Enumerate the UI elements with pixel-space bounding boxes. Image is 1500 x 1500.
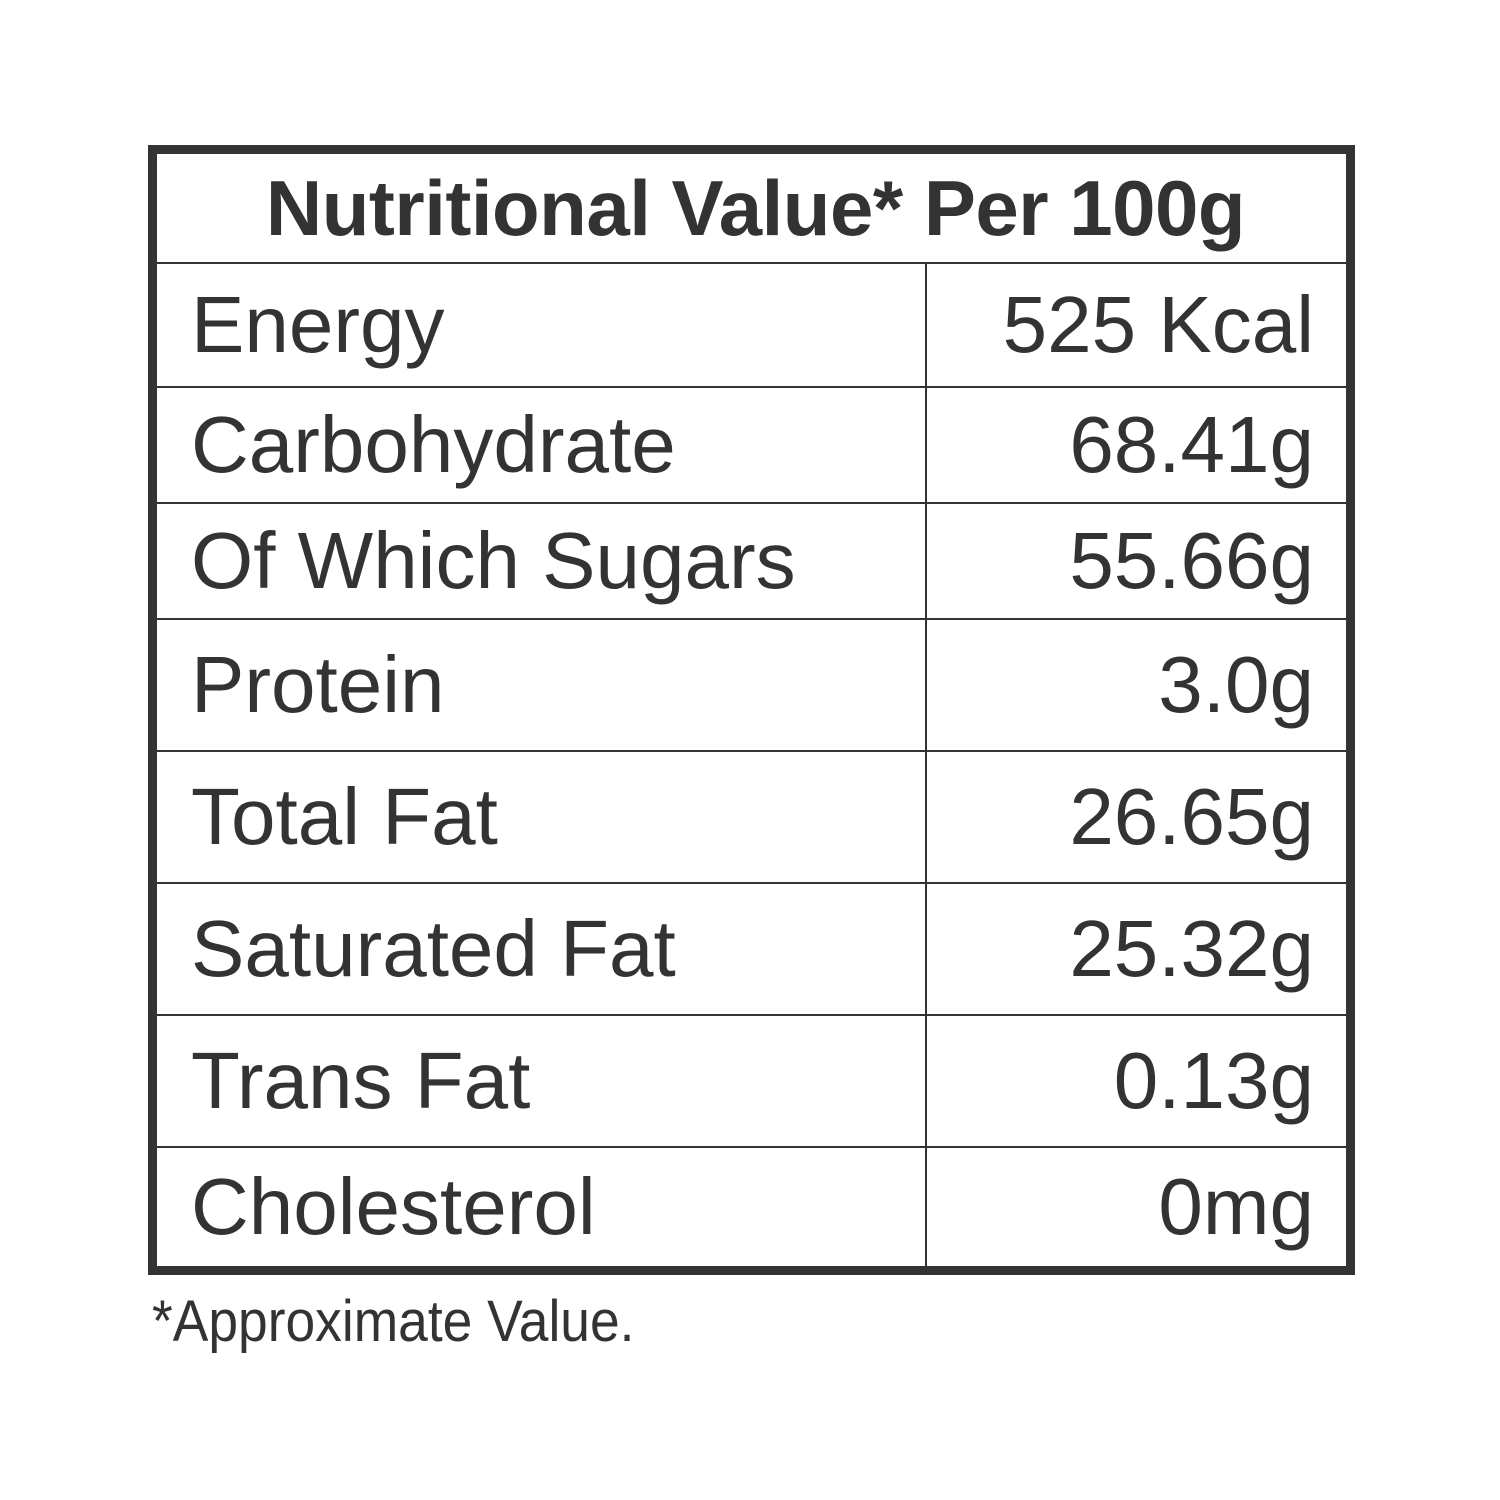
nutrient-name: Trans Fat (157, 1016, 927, 1146)
table-row-total-fat: Total Fat 26.65g (157, 752, 1346, 884)
nutrient-name: Total Fat (157, 752, 927, 882)
nutrient-value: 525 Kcal (1002, 280, 1314, 369)
nutrient-name: Saturated Fat (157, 884, 927, 1014)
table-body: Energy 525 Kcal Carbohydrate 68.41g Of W… (157, 264, 1346, 1266)
nutrition-table: Nutritional Value* Per 100g Energy 525 K… (148, 145, 1355, 1275)
nutrient-value: 26.65g (1069, 772, 1314, 861)
nutrient-name: Cholesterol (157, 1148, 927, 1266)
nutrient-value: 68.41g (1069, 400, 1314, 489)
nutrient-value: 3.0g (1158, 640, 1314, 729)
nutrient-name: Energy (157, 264, 927, 386)
nutrient-name: Protein (157, 620, 927, 750)
table-row-trans-fat: Trans Fat 0.13g (157, 1016, 1346, 1148)
nutrient-value: 0mg (1158, 1162, 1314, 1251)
table-row-energy: Energy 525 Kcal (157, 264, 1346, 388)
nutrient-name: Of Which Sugars (157, 504, 927, 618)
table-row-sugars: Of Which Sugars 55.66g (157, 504, 1346, 620)
nutrient-name: Carbohydrate (157, 388, 927, 502)
table-header: Nutritional Value* Per 100g (157, 154, 1346, 264)
footnote: *Approximate Value. (152, 1289, 635, 1354)
table-row-cholesterol: Cholesterol 0mg (157, 1148, 1346, 1266)
nutrient-value: 25.32g (1069, 904, 1314, 993)
table-row-protein: Protein 3.0g (157, 620, 1346, 752)
table-row-carbohydrate: Carbohydrate 68.41g (157, 388, 1346, 504)
table-title: Nutritional Value* Per 100g (265, 163, 1246, 252)
nutrient-value: 0.13g (1113, 1036, 1314, 1125)
table-row-saturated-fat: Saturated Fat 25.32g (157, 884, 1346, 1016)
nutrient-value: 55.66g (1069, 516, 1314, 605)
